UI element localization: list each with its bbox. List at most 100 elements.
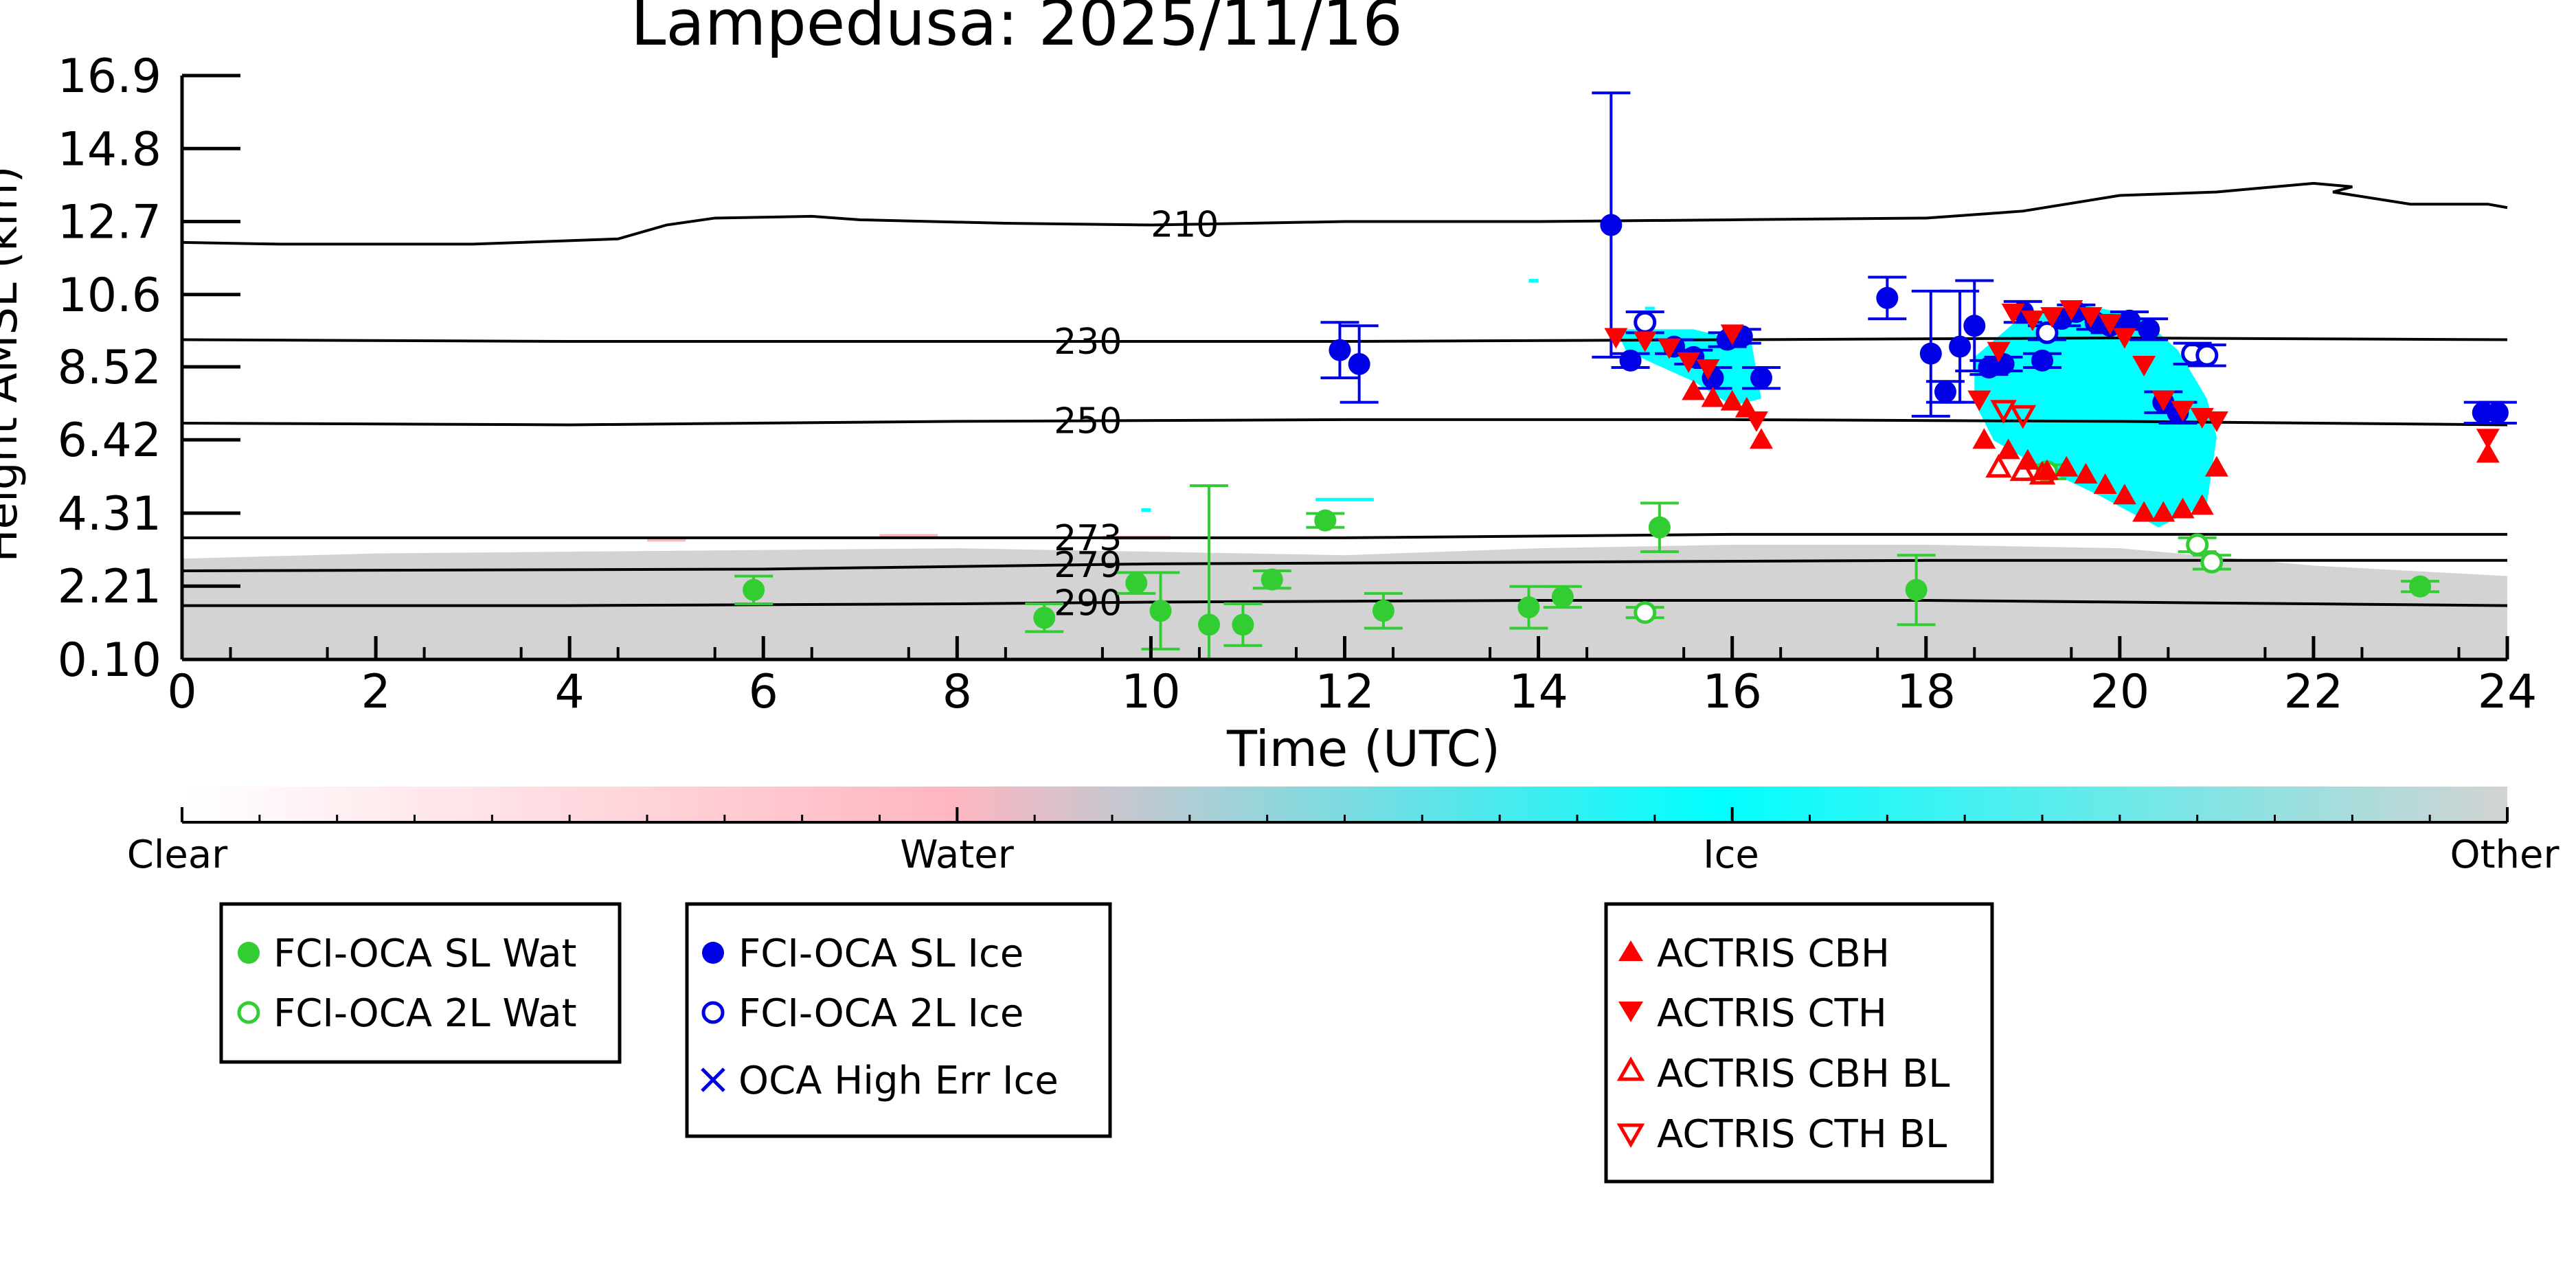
data-point xyxy=(1949,335,1971,358)
data-point xyxy=(1677,352,1701,373)
legend-label-actris-cbh-bl: ACTRIS CBH BL xyxy=(1657,1052,1950,1096)
data-point xyxy=(2059,300,2083,321)
legend-label-high-err-ice: OCA High Err Ice xyxy=(738,1059,1059,1103)
y-tick-label: 10.6 xyxy=(58,269,161,323)
x-tick-label: 14 xyxy=(1509,665,1568,719)
data-point xyxy=(1720,389,1744,411)
data-point xyxy=(1905,578,1928,601)
data-point xyxy=(1633,331,1657,352)
data-point xyxy=(2476,442,2500,463)
data-point xyxy=(2055,455,2079,477)
data-point xyxy=(2001,304,2025,325)
legend-marker-actris-cth xyxy=(1618,1002,1643,1022)
data-point xyxy=(1372,600,1394,622)
data-point xyxy=(2171,497,2195,519)
legend-label-actris-cth-bl: ACTRIS CTH BL xyxy=(1657,1112,1947,1157)
data-point xyxy=(2118,309,2140,332)
x-tick-label: 2 xyxy=(361,665,390,719)
data-point xyxy=(2204,455,2228,477)
data-point xyxy=(1987,341,2011,363)
contour-line-279 xyxy=(181,558,2507,572)
legend-ice-box xyxy=(685,902,1112,1138)
data-series xyxy=(734,91,2517,661)
data-point xyxy=(2035,321,2059,344)
x-tick-label: 6 xyxy=(749,665,778,719)
data-point xyxy=(1551,585,1574,608)
colorbar-label-clear: Clear xyxy=(127,833,228,877)
series-actris-cth-bl xyxy=(1990,400,2037,429)
data-point xyxy=(2112,328,2136,349)
chart-title: Lampedusa: 2025/11/16 xyxy=(631,0,1403,60)
legend-actris-box xyxy=(1604,902,1994,1184)
legend-entry-2l-ice: FCI-OCA 2L Ice xyxy=(701,991,1024,1036)
data-point xyxy=(2020,310,2044,332)
legend-marker-actris-cbh xyxy=(1618,940,1643,961)
data-point xyxy=(2079,307,2103,328)
contour-label-230: 230 xyxy=(1054,321,1122,363)
data-point xyxy=(2409,575,2432,598)
contour-label-273: 273 xyxy=(1054,518,1122,559)
x-tick-label: 24 xyxy=(2478,665,2538,719)
data-point xyxy=(2151,501,2176,522)
legend-marker-actris-cth-bl xyxy=(1616,1123,1645,1149)
legend-entry-high-err-ice: OCA High Err Ice xyxy=(701,1059,1059,1103)
x-tick-label: 18 xyxy=(1896,665,1956,719)
data-point xyxy=(1232,613,1254,636)
data-point xyxy=(2029,460,2056,485)
data-point xyxy=(743,578,765,601)
data-point xyxy=(2009,405,2037,429)
data-point xyxy=(1750,367,1772,389)
series-fci-oca-sl-ice xyxy=(1320,91,2517,425)
data-point xyxy=(1634,601,1657,624)
contour-label-290: 290 xyxy=(1054,583,1122,624)
data-point xyxy=(1696,359,1720,380)
data-point xyxy=(1198,613,1221,636)
legend-entry-actris-cth: ACTRIS CTH xyxy=(1618,991,1887,1036)
data-point xyxy=(2171,400,2195,422)
data-point xyxy=(2031,349,2053,372)
data-point xyxy=(1348,352,1370,375)
y-tick-label: 6.42 xyxy=(58,414,161,468)
legend-marker-sl-wat xyxy=(238,942,260,964)
y-tick-label: 2.21 xyxy=(58,560,161,614)
colorbar-ticks xyxy=(181,807,2509,822)
data-point xyxy=(2486,401,2509,424)
y-tick-label: 8.52 xyxy=(58,341,161,395)
x-axis-label: Time (UTC) xyxy=(1226,720,1500,778)
data-point xyxy=(1996,438,2020,460)
legend-ice: FCI-OCA SL Ice FCI-OCA 2L Ice OCA High E… xyxy=(685,902,1112,1138)
data-point xyxy=(1967,390,1991,411)
y-tick-label: 0.10 xyxy=(58,633,161,688)
legend-entry-sl-wat: FCI-OCA SL Wat xyxy=(238,931,577,976)
legend-water-box xyxy=(219,902,622,1064)
contour-label-210: 210 xyxy=(1151,205,1219,246)
legend-label-sl-ice: FCI-OCA SL Ice xyxy=(738,931,1024,976)
legend-entry-sl-ice: FCI-OCA SL Ice xyxy=(702,931,1024,976)
series-actris-cbh-bl xyxy=(1985,453,2056,485)
legend-entry-actris-cth-bl: ACTRIS CTH BL xyxy=(1616,1112,1947,1157)
legend-entry-actris-cbh-bl: ACTRIS CBH BL xyxy=(1616,1052,1950,1096)
contour-label-279: 279 xyxy=(1054,545,1122,586)
data-point xyxy=(2195,343,2219,367)
data-point xyxy=(1634,310,1657,334)
colorbar-label-ice: Ice xyxy=(1703,833,1759,877)
data-point xyxy=(2040,307,2064,328)
data-point xyxy=(1744,411,1768,432)
legend-marker-2l-wat xyxy=(237,1001,260,1024)
data-point xyxy=(1657,338,1681,359)
data-point xyxy=(1261,568,1283,591)
data-point xyxy=(2204,411,2228,432)
x-tick-label: 22 xyxy=(2284,665,2344,719)
data-point xyxy=(1604,328,1628,349)
data-point xyxy=(2009,457,2037,482)
data-point xyxy=(1125,572,1148,594)
data-point xyxy=(1033,607,1056,629)
legend-marker-sl-ice xyxy=(702,942,724,964)
data-point xyxy=(2476,429,2500,450)
legend-entry-actris-cbh: ACTRIS CBH xyxy=(1618,931,1890,976)
legend-marker-actris-cbh-bl xyxy=(1616,1056,1645,1081)
data-point xyxy=(2190,494,2214,515)
data-point xyxy=(1314,509,1337,532)
data-point xyxy=(2098,314,2122,335)
legend-water: FCI-OCA SL Wat FCI-OCA 2L Wat xyxy=(219,902,622,1064)
